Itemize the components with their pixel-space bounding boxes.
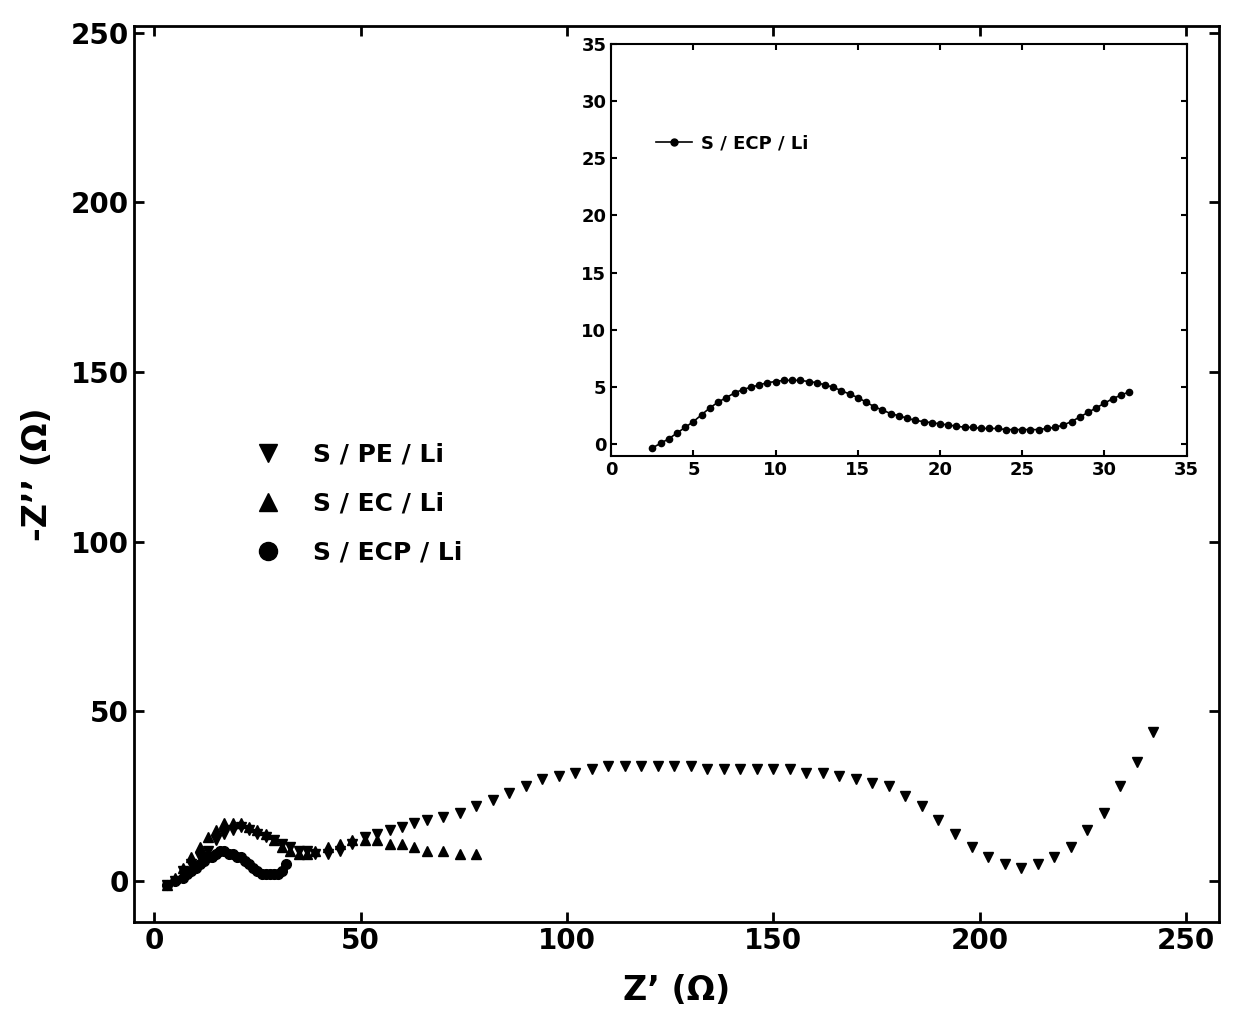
X-axis label: Z’ (Ω): Z’ (Ω) [622, 975, 730, 1007]
Y-axis label: -Z’’ (Ω): -Z’’ (Ω) [21, 407, 53, 541]
Legend: S / PE / Li, S / EC / Li, S / ECP / Li: S / PE / Li, S / EC / Li, S / ECP / Li [233, 433, 472, 575]
